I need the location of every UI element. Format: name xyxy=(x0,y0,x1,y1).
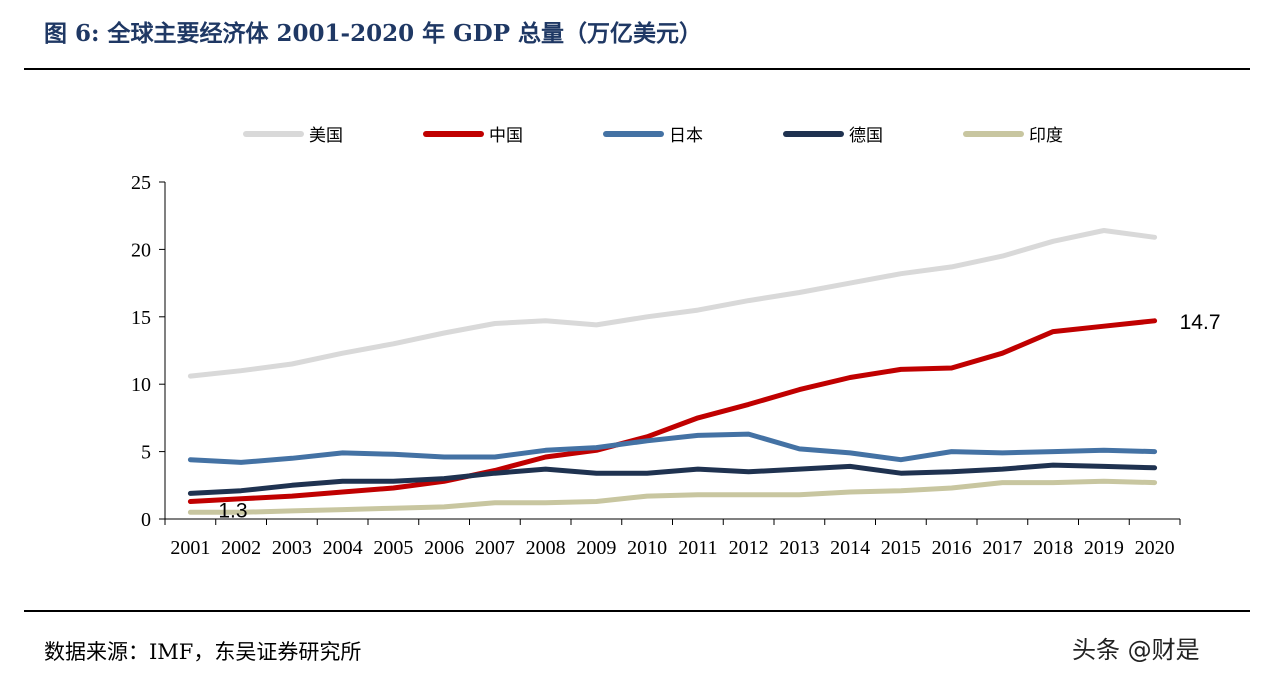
gdp-line-chart: 美国 中国 日本 德国 印度 0 5 10 15 20 25 2001 2002 2003 2004 200… xyxy=(131,126,1221,559)
figure-title: 图 6: 全球主要经济体 2001-2020 年 GDP 总量（万亿美元） xyxy=(44,20,702,47)
series-line-中国 xyxy=(187,318,1158,504)
x-tick-label: 2010 xyxy=(627,537,667,559)
x-tick-label: 2001 xyxy=(170,537,210,559)
x-tick-label: 2007 xyxy=(475,537,515,559)
chart-legend: 美国 中国 日本 德国 印度 xyxy=(243,126,1063,146)
legend-label: 印度 xyxy=(1029,126,1063,146)
data-label: 14.7 xyxy=(1180,311,1221,334)
bottom-divider xyxy=(24,610,1250,612)
x-tick-label: 2015 xyxy=(881,537,921,559)
x-tick-label: 2014 xyxy=(830,537,870,559)
legend-label: 中国 xyxy=(489,126,523,146)
x-tick-label: 2013 xyxy=(779,537,819,559)
watermark: 头条 @财是 xyxy=(1072,636,1200,664)
series-line-美国 xyxy=(187,228,1158,379)
x-tick-label: 2012 xyxy=(729,537,769,559)
series-line-印度 xyxy=(187,478,1158,515)
legend-label: 日本 xyxy=(669,126,703,146)
y-tick-label: 5 xyxy=(141,442,151,464)
y-tick-label: 25 xyxy=(131,172,151,194)
x-tick-label: 2005 xyxy=(373,537,413,559)
chart-series xyxy=(187,228,1158,515)
x-tick-label: 2003 xyxy=(272,537,312,559)
source-note: 数据来源：IMF，东吴证券研究所 xyxy=(44,640,362,664)
chart-data-labels: 1.3 14.7 xyxy=(218,311,1220,523)
x-tick-label: 2019 xyxy=(1084,537,1124,559)
x-tick-label: 2004 xyxy=(323,537,363,559)
legend-label: 德国 xyxy=(849,126,883,146)
x-tick-label: 2006 xyxy=(424,537,464,559)
chart-axes: 0 5 10 15 20 25 2001 2002 2003 2004 2005 2006 2007 20… xyxy=(131,172,1181,559)
x-tick-label: 2017 xyxy=(982,537,1022,559)
y-tick-label: 20 xyxy=(131,239,151,261)
x-tick-label: 2016 xyxy=(932,537,972,559)
series-line-日本 xyxy=(187,431,1158,465)
top-divider xyxy=(24,68,1250,70)
x-tick-label: 2008 xyxy=(526,537,566,559)
x-tick-label: 2011 xyxy=(678,537,717,559)
x-tick-label: 2002 xyxy=(221,537,261,559)
x-tick-label: 2020 xyxy=(1135,537,1175,559)
x-tick-label: 2018 xyxy=(1033,537,1073,559)
data-label: 1.3 xyxy=(218,499,247,522)
x-tick-label: 2009 xyxy=(576,537,616,559)
y-tick-label: 10 xyxy=(131,374,151,396)
y-tick-label: 15 xyxy=(131,307,151,329)
series-line-德国 xyxy=(187,462,1158,496)
legend-label: 美国 xyxy=(309,126,343,146)
y-tick-label: 0 xyxy=(141,509,151,531)
